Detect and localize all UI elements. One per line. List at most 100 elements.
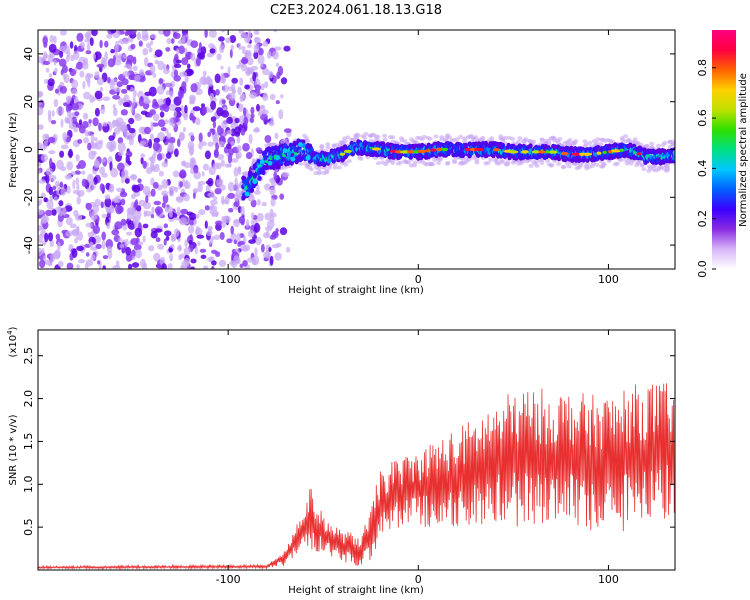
spectrogram-noise-point	[110, 78, 118, 85]
spectrogram-peak-point	[343, 149, 352, 153]
snr-y-tick-label: 2.5	[22, 347, 35, 365]
spectrogram-noise-point	[118, 97, 123, 106]
spectrogram-noise-point	[257, 199, 261, 206]
spectrogram-noise-point	[76, 164, 81, 170]
spectrogram-noise-point	[38, 161, 41, 167]
spectrogram-noise-point	[234, 131, 241, 137]
spectrogram-halo-point	[523, 137, 529, 142]
spectrogram-noise-point	[141, 35, 149, 41]
spectrogram-noise-point	[79, 70, 85, 78]
spectrogram-noise-point	[180, 208, 189, 215]
snr-panel: -100 0 100 0.5 1.0 1.5 2.0 2.5 Height of straig…	[6, 326, 676, 596]
spectrogram-noise-point	[158, 78, 164, 85]
spectrogram-noise-point	[188, 239, 193, 245]
spectrogram-noise-point	[58, 260, 64, 268]
spectrogram-halo-point	[670, 139, 675, 144]
spectrogram-noise-point	[283, 128, 292, 134]
spectrogram-noise-point	[76, 196, 81, 205]
spectrogram-noise-point	[157, 119, 166, 128]
spectrogram-noise-point	[101, 213, 108, 219]
spectrogram-noise-point	[74, 95, 79, 103]
spectrogram-noise-point	[187, 225, 195, 234]
spectrogram-noise-point	[132, 96, 136, 106]
spectrogram-halo-point	[305, 139, 311, 143]
spectrogram-noise-point	[38, 224, 42, 232]
spectrogram-noise-point	[257, 54, 265, 65]
spectrogram-noise-point	[84, 130, 90, 137]
spectrogram-noise-point	[128, 30, 133, 33]
spectrogram-noise-point	[166, 206, 174, 214]
spectrogram-noise-point	[273, 30, 277, 33]
spectrogram-peak-point	[430, 148, 437, 152]
spectrogram-noise-point	[53, 196, 58, 201]
spectrogram-peak-point	[474, 147, 484, 152]
spectrogram-noise-point	[264, 135, 272, 143]
spectrogram-noise-point	[219, 44, 225, 54]
spectrogram-noise-point	[120, 198, 126, 206]
spectrogram-noise-point	[76, 225, 80, 233]
spectrogram-peak-point	[406, 150, 415, 154]
spectrogram-noise-point	[83, 91, 91, 100]
spectrogram-peak-point	[619, 148, 625, 152]
spectrogram-noise-point	[177, 138, 181, 148]
spectrogram-noise-point	[220, 127, 224, 134]
spectrogram-noise-point	[163, 223, 168, 229]
spectrogram-noise-point	[236, 144, 242, 152]
spectrogram-peak-point	[579, 152, 585, 156]
spectrogram-halo-point	[598, 142, 604, 146]
spectrogram-noise-point	[93, 137, 98, 142]
spectrogram-noise-point	[121, 169, 129, 179]
spectrogram-noise-point	[231, 77, 238, 84]
spectrogram-noise-point	[250, 106, 255, 115]
spectrogram-noise-point	[184, 104, 188, 114]
spectrogram-noise-point	[227, 181, 235, 192]
spectrogram-noise-point	[233, 255, 241, 264]
snr-x-label: Height of straight line (km)	[288, 585, 424, 596]
spectrogram-noise-point	[151, 206, 155, 214]
spectrogram-halo-point	[421, 134, 427, 139]
spectrogram-noise-point	[247, 30, 252, 40]
spectrogram-noise-point	[49, 34, 54, 43]
spectrogram-noise-point	[59, 150, 65, 158]
spectrogram-noise-point	[97, 260, 101, 265]
colorbar: 0.0 0.2 0.4 0.6 0.8 Normalized spectral ampl…	[696, 30, 749, 278]
spectrogram-noise-point	[238, 103, 244, 112]
spectrogram-noise-point	[38, 198, 43, 205]
spectrogram-halo-point	[632, 137, 638, 142]
spectrogram-noise-point	[233, 219, 240, 224]
spectrogram-noise-point	[111, 229, 120, 236]
spectrogram-noise-point	[85, 50, 92, 55]
spectrogram-halo-point	[474, 160, 480, 165]
spectrogram-noise-point	[118, 126, 126, 132]
spectrogram-noise-point	[244, 51, 252, 59]
snr-scale-prefix: (x10	[8, 335, 19, 358]
spectrogram-halo-point	[583, 142, 589, 147]
spectrogram-noise-point	[101, 172, 108, 178]
spectrogram-halo-point	[436, 161, 441, 165]
spectrogram-noise-point	[196, 57, 201, 67]
spectrogram-noise-point	[233, 167, 239, 177]
spectrogram-peak-point	[339, 152, 346, 156]
spectrogram-noise-point	[233, 183, 240, 192]
spectrogram-noise-point	[87, 142, 92, 151]
spectrogram-noise-point	[113, 59, 122, 66]
spectrogram-noise-point	[124, 238, 129, 247]
spectrogram-noise-point	[118, 151, 124, 157]
spectrogram-noise-point	[49, 157, 53, 168]
spectrogram-noise-point	[145, 195, 149, 204]
spectrogram-noise-point	[38, 247, 43, 257]
spectrogram-halo-point	[595, 137, 601, 142]
spectrogram-halo-point	[517, 136, 523, 141]
snr-y-tick-label: 1.0	[22, 476, 35, 494]
spectrogram-noise-point	[87, 231, 94, 238]
spectrogram-halo-point	[325, 145, 331, 150]
spectrogram-noise-point	[139, 140, 147, 146]
spectrogram-noise-point	[221, 195, 225, 205]
spectrogram-ridge-point	[585, 157, 590, 163]
spectrogram-halo-point	[398, 136, 404, 141]
spectrogram-noise-point	[75, 154, 80, 162]
spectrogram-noise-point	[74, 111, 80, 117]
spectrogram-noise-point	[81, 170, 86, 175]
spectrogram-noise-point	[178, 91, 183, 101]
